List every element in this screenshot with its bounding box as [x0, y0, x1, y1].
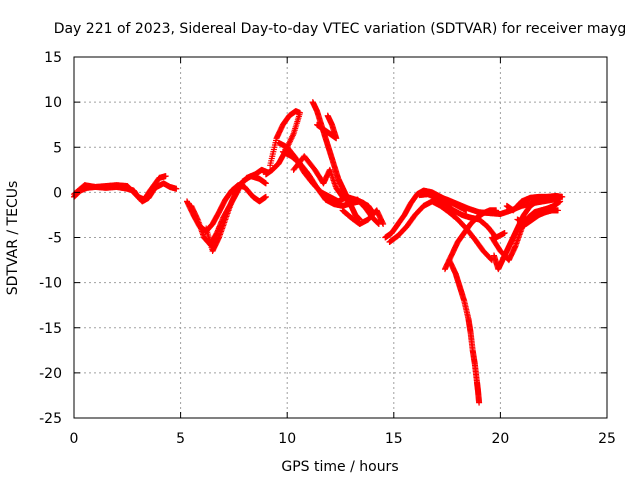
data-point [262, 171, 269, 178]
x-axis-label: GPS time / hours [281, 459, 398, 475]
y-tick-label: -25 [39, 411, 62, 427]
chart-title: Day 221 of 2023, Sidereal Day-to-day VTE… [54, 21, 627, 37]
series-sat-6 [262, 108, 303, 178]
data-point [476, 399, 483, 406]
data-point [162, 173, 169, 180]
series-sat-2 [71, 180, 180, 205]
data-point [173, 185, 180, 192]
x-tick-label: 5 [176, 431, 185, 447]
data-point [493, 207, 500, 214]
series-sat-10 [314, 112, 340, 142]
series-sat-14 [386, 198, 495, 264]
y-axis-label: SDTVAR / TECUs [5, 181, 21, 296]
y-tick-label: -15 [39, 321, 62, 337]
data-point [380, 220, 387, 227]
y-tick-label: -20 [39, 366, 62, 382]
data-point [262, 180, 269, 187]
y-tick-label: -5 [48, 231, 62, 247]
y-tick-label: 15 [44, 50, 62, 66]
x-tick-label: 10 [278, 431, 296, 447]
series-sat-22 [503, 192, 566, 214]
series-sat-17 [441, 207, 500, 273]
series-sat-18 [446, 257, 483, 406]
data-point [554, 207, 561, 214]
series-sat-21 [514, 207, 561, 227]
axis-ticks: 0 5 10 15 20 25 15 10 5 0 -5 -10 -15 -20 -25 [39, 50, 616, 447]
y-tick-label: 0 [53, 185, 62, 201]
y-tick-label: 5 [53, 140, 62, 156]
data-point [324, 112, 331, 119]
series-sat-12 [339, 207, 387, 227]
x-tick-label: 25 [598, 431, 616, 447]
data-point [559, 193, 566, 200]
x-tick-label: 0 [70, 431, 79, 447]
x-tick-label: 20 [491, 431, 509, 447]
grid [74, 57, 607, 418]
y-tick-label: 10 [44, 95, 62, 111]
y-tick-label: -10 [39, 276, 62, 292]
data-point [501, 229, 508, 236]
data-points [71, 99, 566, 406]
x-tick-label: 15 [385, 431, 403, 447]
data-point [262, 193, 269, 200]
